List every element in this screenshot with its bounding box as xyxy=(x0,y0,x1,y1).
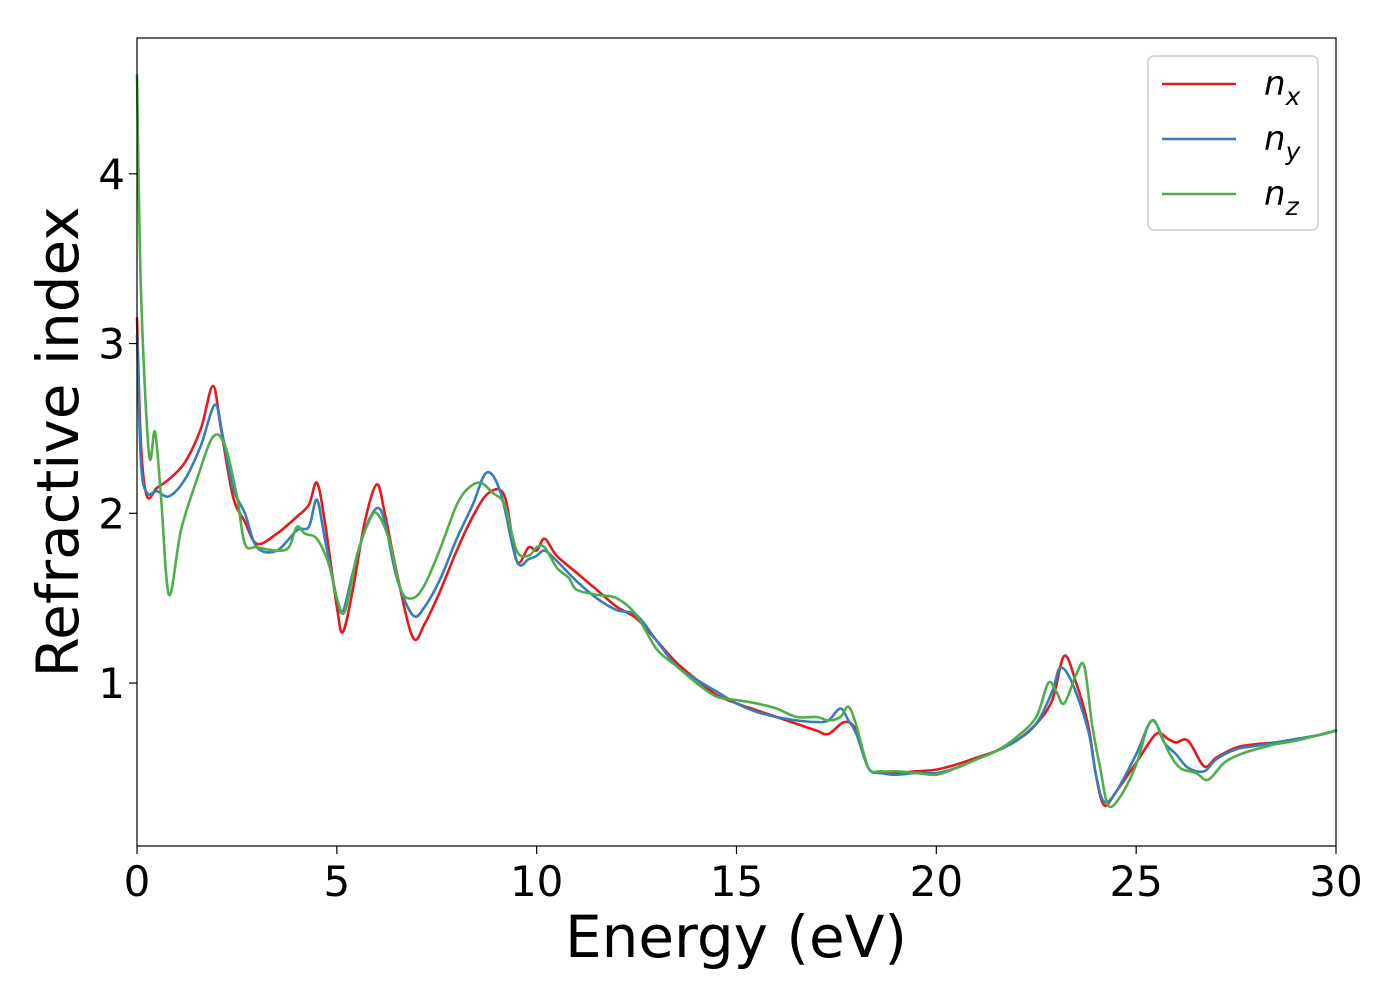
y-tick-label: 2 xyxy=(98,489,125,538)
x-tick-label: 25 xyxy=(1109,857,1162,906)
x-tick-label: 5 xyxy=(323,857,350,906)
y-tick-label: 4 xyxy=(98,150,125,199)
x-tick-label: 10 xyxy=(510,857,563,906)
legend-label-y: ny xyxy=(1264,119,1302,166)
legend-label-z: nz xyxy=(1264,174,1300,221)
x-axis-ticks: 0 5 10 15 20 25 30 xyxy=(124,846,1363,906)
series-line-z xyxy=(135,74,1338,809)
x-tick-label: 20 xyxy=(910,857,963,906)
y-axis-ticks: 1 2 3 4 xyxy=(98,150,137,708)
legend: nx ny nz xyxy=(1147,55,1319,231)
legend-label-x: nx xyxy=(1264,64,1301,111)
legend-box xyxy=(1147,55,1319,231)
x-tick-label: 0 xyxy=(124,857,151,906)
x-tick-label: 30 xyxy=(1309,857,1362,906)
y-tick-label: 3 xyxy=(98,320,125,369)
y-tick-label: 1 xyxy=(98,659,125,708)
plot-background xyxy=(137,38,1336,846)
x-axis-title: Energy (eV) xyxy=(565,903,907,971)
series-layer xyxy=(135,74,1338,809)
x-tick-label: 15 xyxy=(710,857,763,906)
y-axis-title: Refractive index xyxy=(24,206,92,677)
